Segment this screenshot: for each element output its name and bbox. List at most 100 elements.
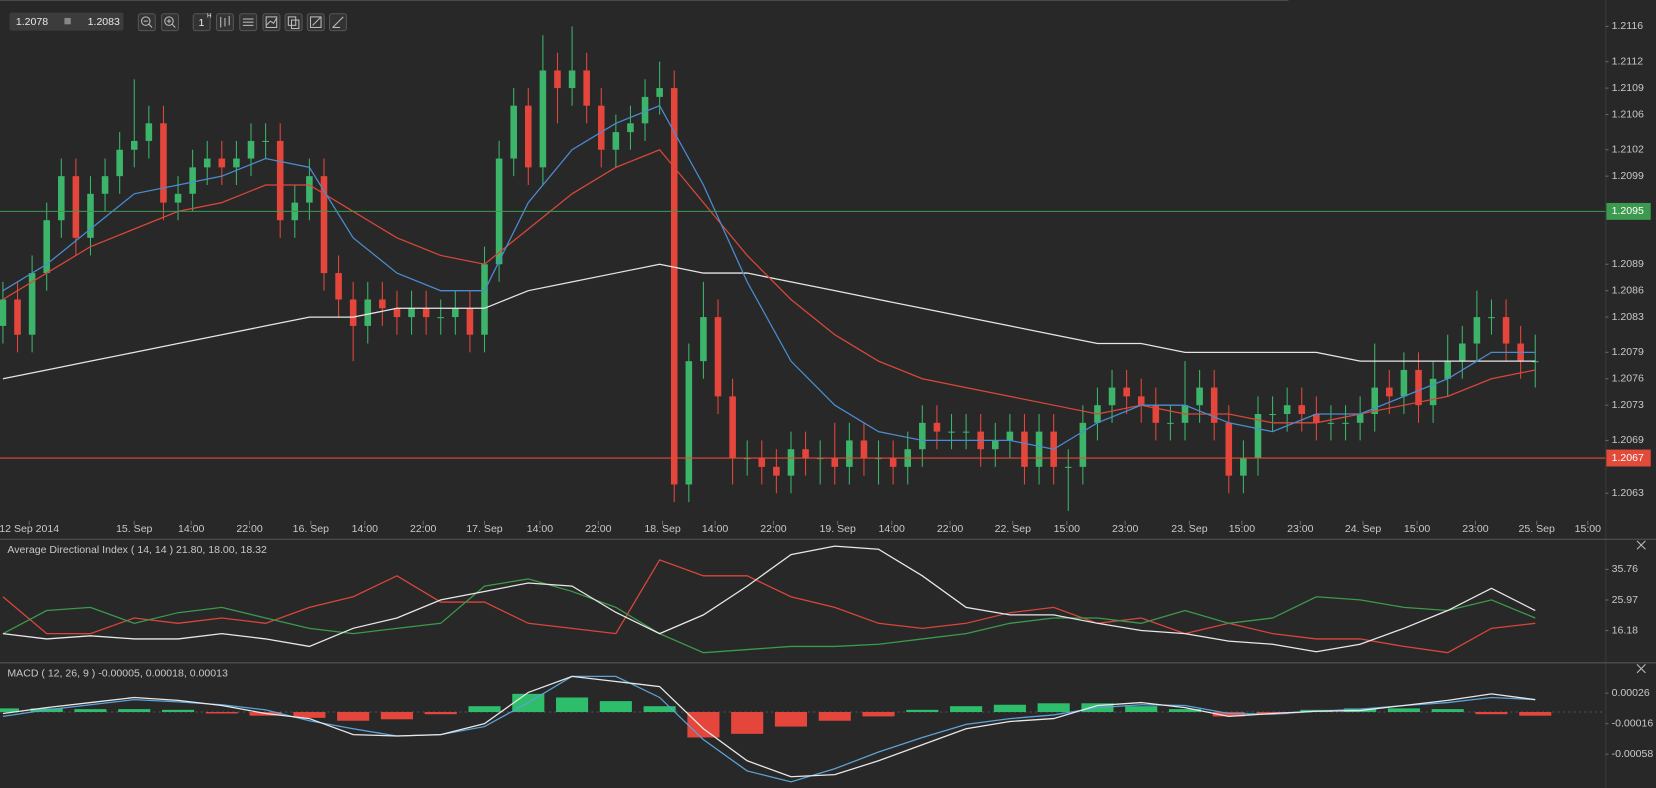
copy-button[interactable]	[284, 13, 303, 32]
level-label-box	[1606, 202, 1651, 220]
candle-body	[189, 167, 196, 194]
candle-body	[1444, 361, 1451, 379]
histogram-bar	[1431, 709, 1464, 713]
x-tick-label: 16. Sep	[293, 523, 329, 535]
histogram-bar	[1519, 712, 1552, 716]
candle-body	[816, 458, 824, 460]
y-tick-label: 1.2079	[1612, 346, 1644, 358]
histogram-bar	[1168, 709, 1202, 713]
candle-body	[0, 299, 7, 326]
x-tick-label: 22:00	[236, 523, 263, 535]
candle-body	[1429, 378, 1437, 406]
x-tick-label: 14:00	[878, 523, 905, 535]
histogram-bar	[468, 706, 501, 713]
candle-body	[1327, 422, 1335, 424]
candle-body	[919, 422, 926, 450]
chart-type-button[interactable]	[215, 13, 234, 32]
histogram-bar	[1125, 706, 1158, 713]
candle-body	[1342, 422, 1349, 424]
y-tick-label: 1.2099	[1612, 170, 1644, 182]
histogram-bar	[205, 712, 238, 714]
indicators-button[interactable]	[262, 13, 281, 32]
histogram-bar	[862, 712, 895, 717]
y-tick-label: 16.18	[1612, 624, 1639, 636]
histogram-bar	[424, 712, 457, 715]
x-tick-label: 15. Sep	[116, 523, 152, 535]
close-adx-button[interactable]	[1636, 540, 1646, 550]
candle-body	[14, 299, 21, 335]
candle-body	[612, 132, 620, 150]
candle-body	[641, 96, 649, 124]
x-tick-label: 22:00	[410, 523, 437, 535]
indicator-line	[2, 545, 1536, 653]
candle-body	[1298, 405, 1306, 414]
x-tick-label: 15:00	[1575, 523, 1602, 535]
zoom-out-button[interactable]	[137, 13, 156, 32]
histogram-bar	[337, 712, 370, 721]
candle-body	[28, 273, 36, 335]
y-tick-label: 1.2106	[1612, 108, 1644, 120]
x-tick-label: 17. Sep	[466, 523, 502, 535]
zoom-in-button[interactable]	[161, 13, 180, 32]
y-tick-label: 1.2116	[1612, 20, 1644, 32]
histogram-bar	[950, 706, 983, 713]
interval-unit: H	[207, 13, 212, 20]
candle-body	[393, 308, 401, 318]
candle-body	[335, 273, 342, 300]
candle-body	[889, 458, 897, 467]
candle-body	[247, 140, 255, 159]
x-tick-label: 14:00	[178, 523, 205, 535]
moving-average	[2, 104, 1536, 450]
x-tick-label: 23:00	[1112, 523, 1139, 535]
candle-body	[510, 105, 517, 159]
indicator-line	[2, 578, 1536, 654]
indicator-line	[2, 675, 1536, 778]
candle-body	[627, 123, 634, 133]
histogram-bar	[1475, 712, 1508, 715]
candle-body	[130, 140, 138, 150]
y-tick-label: 1.2063	[1612, 487, 1644, 499]
y-tick-label: 35.76	[1612, 563, 1639, 575]
candle-body	[1196, 387, 1203, 406]
candle-body	[364, 299, 372, 326]
interval-button[interactable]: 1 H	[192, 13, 212, 32]
candle-body	[1488, 317, 1495, 319]
candle-body	[1473, 317, 1481, 344]
ask-price: 1.2083	[88, 16, 120, 28]
candle-body	[1006, 431, 1014, 441]
bid-price: 1.2078	[16, 16, 48, 28]
candle-body	[1283, 405, 1291, 414]
x-tick-label: 23. Sep	[1171, 523, 1207, 535]
y-tick-label: 1.2089	[1612, 258, 1644, 270]
x-tick-label: 24. Sep	[1345, 523, 1381, 535]
candle-body	[233, 158, 240, 168]
toolbar: 1.2078 1.2083 1 H	[9, 13, 347, 32]
y-tick-label: 1.2073	[1612, 399, 1644, 411]
pen-button[interactable]	[328, 13, 347, 32]
close-macd-button[interactable]	[1636, 664, 1646, 674]
candle-body	[87, 193, 94, 238]
candle-body	[656, 88, 663, 97]
x-tick-label: 14:00	[702, 523, 729, 535]
histogram-bar	[74, 709, 107, 713]
candle-body	[743, 458, 751, 460]
candle-body	[1415, 369, 1422, 406]
x-tick-label: 12 Sep 2014	[0, 523, 59, 535]
histogram-bar	[380, 712, 414, 720]
candle-body	[1531, 361, 1539, 363]
candle-body	[276, 140, 284, 221]
candle-body	[379, 299, 386, 309]
candle-body	[583, 70, 590, 106]
candle-body	[116, 149, 123, 177]
x-tick-label: 22:00	[937, 523, 964, 535]
candle-body	[1152, 405, 1160, 423]
candle-body	[1021, 431, 1028, 467]
x-tick-label: 14:00	[527, 523, 554, 535]
histogram-bar	[293, 712, 326, 718]
x-tick-label: 22:00	[760, 523, 787, 535]
x-tick-label: 22. Sep	[995, 523, 1031, 535]
settings-button[interactable]	[239, 13, 258, 32]
draw-button[interactable]	[306, 13, 325, 32]
candle-body	[1502, 317, 1510, 344]
